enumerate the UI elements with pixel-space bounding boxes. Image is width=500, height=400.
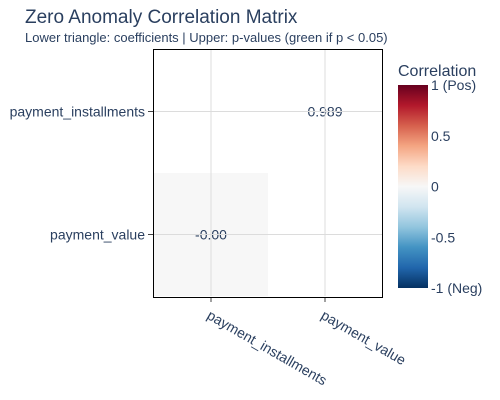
y-tick-label: payment_value [50,227,145,243]
plot-border [153,49,383,298]
colorbar-tick-label: -0.5 [431,229,455,245]
colorbar [398,85,428,288]
y-tick-label: payment_installments [10,104,145,120]
colorbar-tick-label: -1 (Neg) [431,280,482,296]
colorbar-title: Correlation [398,63,476,80]
chart-title: Zero Anomaly Correlation Matrix [25,7,298,28]
chart-subtitle: Lower triangle: coefficients | Upper: p-… [25,30,388,45]
colorbar-tick-label: 0.5 [431,128,451,144]
x-tick-label: payment_installments [205,307,330,389]
colorbar-tick-label: 0 [431,179,439,195]
x-tick-label: payment_value [319,307,409,368]
colorbar-tick-label: 1 (Pos) [431,77,476,93]
